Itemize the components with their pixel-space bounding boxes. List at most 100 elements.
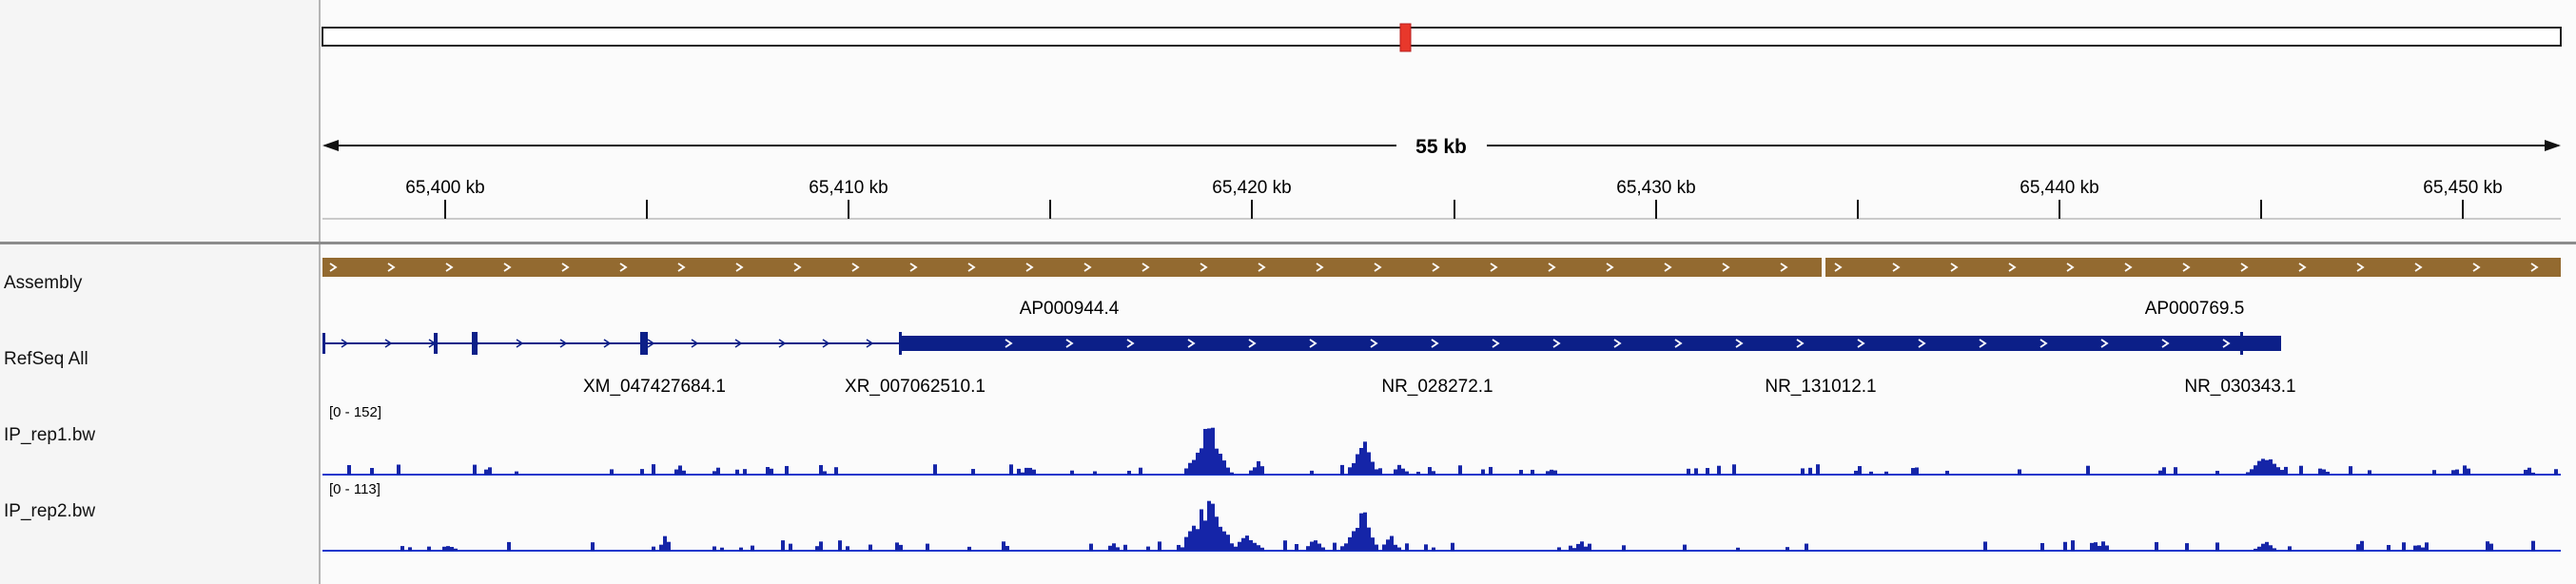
ip-rep2-coverage-track[interactable]: [0 - 113] bbox=[322, 481, 2561, 552]
span-arrow-left-icon bbox=[322, 140, 339, 151]
coverage-bar bbox=[1397, 547, 1401, 551]
coverage-bar bbox=[1869, 471, 1873, 475]
coverage-bar bbox=[899, 544, 903, 551]
strand-arrow-icon bbox=[2008, 263, 2017, 272]
assembly-track[interactable]: AP000944.4 AP000769.5 bbox=[322, 258, 2561, 319]
coverage-bar bbox=[1622, 545, 1626, 551]
strand-arrow-icon bbox=[1722, 263, 1730, 272]
gene-exon[interactable] bbox=[472, 332, 478, 355]
ruler-tick-label: 65,420 kb bbox=[1212, 178, 1291, 198]
current-region-marker[interactable] bbox=[1399, 23, 1412, 52]
coverage-bar bbox=[1127, 470, 1131, 475]
strand-arrow-icon bbox=[1258, 263, 1266, 272]
coverage-bar bbox=[1207, 500, 1211, 551]
coverage-bar bbox=[712, 471, 716, 475]
coverage-bar bbox=[1070, 470, 1074, 475]
coverage-bar bbox=[1580, 541, 1584, 551]
coverage-bar bbox=[2276, 467, 2280, 475]
gene-label[interactable]: NR_131012.1 bbox=[1765, 377, 1876, 397]
coverage-bar bbox=[1222, 531, 1226, 551]
coverage-bar bbox=[1333, 542, 1337, 551]
coverage-bar bbox=[2250, 469, 2254, 475]
track-label-ip-rep2[interactable]: IP_rep2.bw bbox=[4, 501, 96, 521]
coverage-bar bbox=[2071, 540, 2075, 551]
coverage-bar bbox=[473, 464, 477, 475]
coverage-bar bbox=[1028, 467, 1032, 475]
coverage-bar bbox=[1219, 526, 1222, 551]
coverage-bar bbox=[1230, 543, 1234, 551]
gene-exon[interactable] bbox=[322, 333, 325, 354]
coverage-bar bbox=[2318, 468, 2322, 475]
coverage-bar bbox=[1245, 535, 1249, 551]
coverage-bar bbox=[1257, 545, 1260, 551]
gene-exon[interactable] bbox=[2240, 332, 2243, 355]
gene-exon[interactable] bbox=[899, 332, 902, 355]
gene-label[interactable]: XR_007062510.1 bbox=[845, 377, 986, 397]
strand-arrow-icon bbox=[1490, 263, 1498, 272]
ip-rep1-coverage-track[interactable]: [0 - 152] bbox=[322, 404, 2561, 476]
coverage-bar bbox=[659, 544, 663, 551]
coverage-bar bbox=[1317, 543, 1321, 551]
track-label-refseq[interactable]: RefSeq All bbox=[4, 349, 88, 369]
chromosome-ideogram[interactable] bbox=[322, 23, 2562, 52]
strand-arrow-icon bbox=[2066, 263, 2075, 272]
panel-divider[interactable] bbox=[319, 0, 321, 584]
strand-arrow-icon bbox=[1065, 339, 1074, 348]
gene-exon[interactable] bbox=[640, 332, 648, 355]
strand-arrow-icon bbox=[1606, 263, 1614, 272]
strand-arrow-icon bbox=[1664, 263, 1672, 272]
coverage-bar bbox=[1283, 540, 1287, 551]
coverage-bar bbox=[2162, 467, 2166, 475]
coverage-bar bbox=[2265, 459, 2269, 475]
span-label: 55 kb bbox=[1415, 136, 1467, 158]
coverage-bar bbox=[2554, 469, 2558, 475]
coverage-bar bbox=[1260, 466, 1264, 475]
track-label-ip-rep1[interactable]: IP_rep1.bw bbox=[4, 425, 96, 445]
coverage-bar bbox=[1002, 541, 1005, 551]
coverage-bar bbox=[1226, 535, 1230, 551]
coverage-bar bbox=[2098, 545, 2101, 551]
header-divider bbox=[0, 242, 2576, 244]
coverage-bar bbox=[1211, 503, 1215, 551]
gene-label[interactable]: XM_047427684.1 bbox=[583, 377, 726, 397]
coverage-bar bbox=[515, 471, 518, 475]
refseq-track[interactable]: XM_047427684.1 XR_007062510.1 NR_028272.… bbox=[322, 332, 2296, 397]
coverage-bar bbox=[1915, 467, 1919, 475]
coverage-bar bbox=[1352, 462, 1356, 475]
gene-label[interactable]: NR_030343.1 bbox=[2184, 377, 2295, 397]
strand-arrow-icon bbox=[2414, 263, 2423, 272]
coverage-bar bbox=[1310, 470, 1314, 475]
coverage-bar bbox=[1188, 462, 1192, 475]
coverage-bar bbox=[735, 469, 739, 475]
coverage-bar bbox=[1405, 471, 1409, 475]
track-label-assembly[interactable]: Assembly bbox=[4, 273, 83, 293]
coverage-bar bbox=[1808, 467, 1812, 475]
coverage-bar bbox=[819, 541, 823, 551]
strand-arrow-icon bbox=[1083, 263, 1092, 272]
gene-exon-block[interactable] bbox=[902, 336, 2281, 351]
coverage-bar bbox=[1226, 467, 1230, 475]
coverage-bar bbox=[1801, 468, 1805, 475]
strand-arrow-icon bbox=[1735, 339, 1744, 348]
coverage-bar bbox=[2040, 542, 2044, 551]
coverage-bar bbox=[1432, 471, 1435, 475]
coverage-bar bbox=[1359, 513, 1363, 551]
assembly-feature-bar[interactable] bbox=[322, 258, 1822, 277]
coverage-bar bbox=[1260, 547, 1264, 551]
data-range-label: [0 - 152] bbox=[329, 404, 381, 420]
strand-arrow-icon bbox=[2100, 339, 2109, 348]
coverage-bar bbox=[2280, 470, 2284, 475]
coverage-bar bbox=[1177, 544, 1181, 551]
coverage-bar bbox=[1489, 466, 1493, 475]
coverage-bar bbox=[1211, 427, 1215, 475]
coverage-bar bbox=[2063, 541, 2067, 551]
position-ruler[interactable]: 65,400 kb 65,410 kb 65,420 kb 65,430 kb 65,4… bbox=[322, 178, 2561, 220]
strand-arrow-icon bbox=[851, 263, 860, 272]
coverage-bar bbox=[868, 544, 872, 551]
strand-arrow-icon bbox=[1309, 339, 1317, 348]
coverage-bar bbox=[2273, 548, 2276, 551]
coverage-bar bbox=[446, 546, 450, 551]
gene-label[interactable]: NR_028272.1 bbox=[1381, 377, 1493, 397]
assembly-feature-bar[interactable] bbox=[1825, 258, 2561, 277]
